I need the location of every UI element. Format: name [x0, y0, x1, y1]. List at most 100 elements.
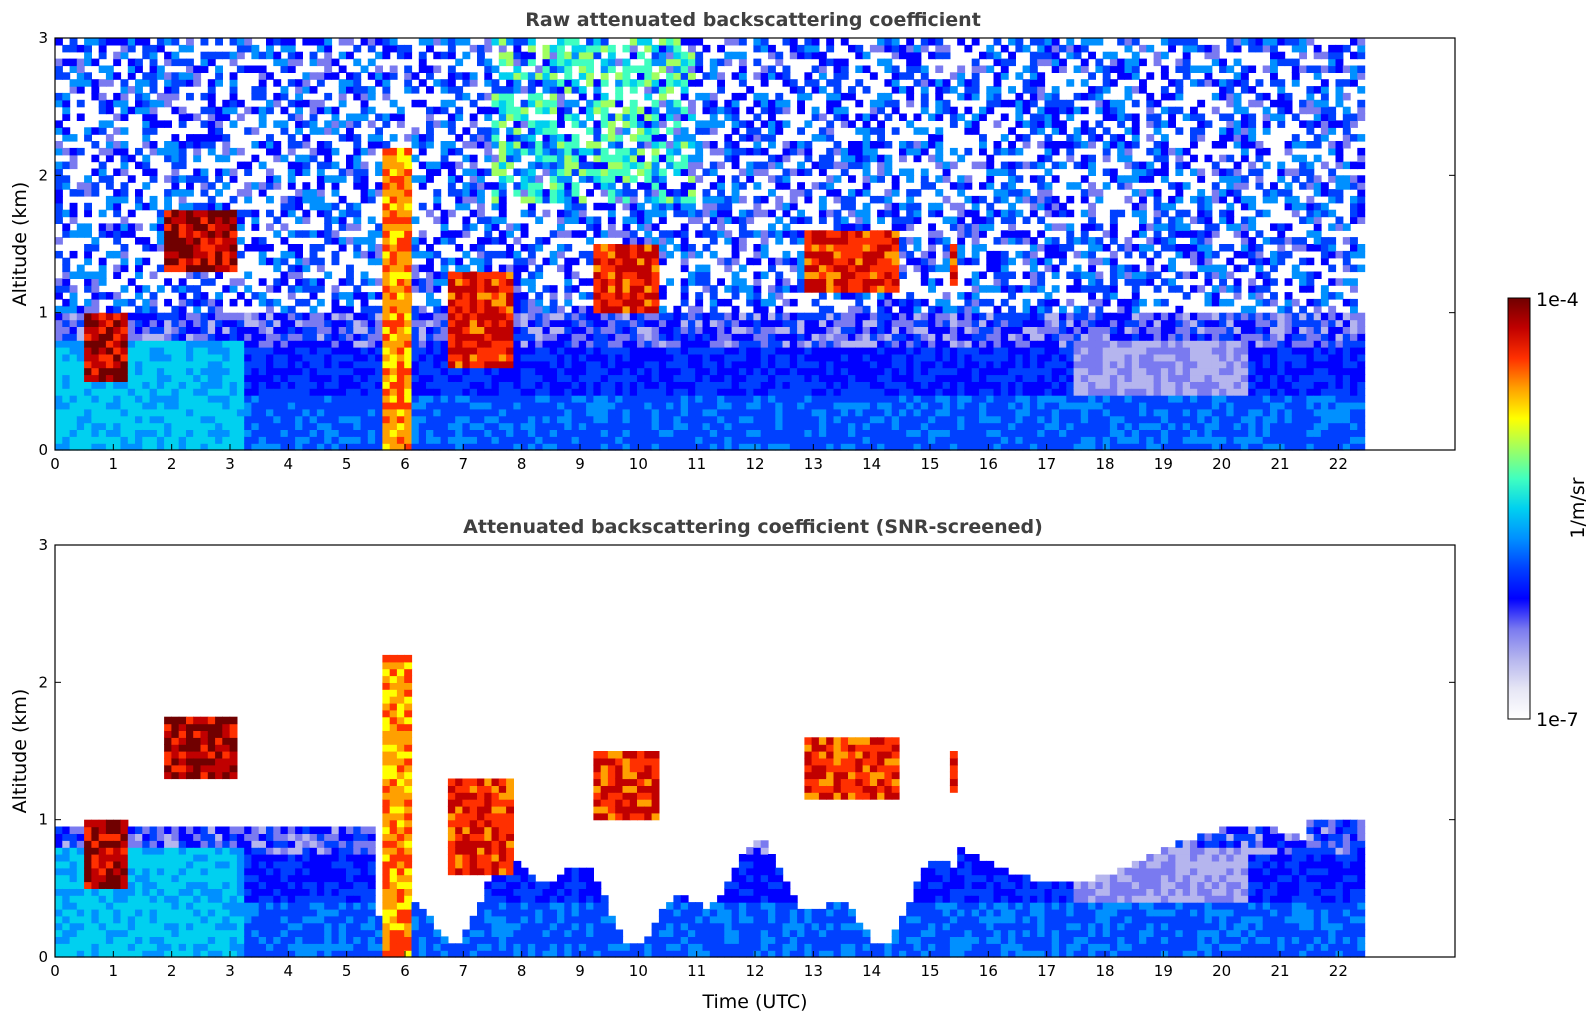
heatmap-cell — [382, 189, 391, 197]
heatmap-cell — [855, 257, 864, 266]
heatmap-cell — [236, 250, 245, 259]
heatmap-cell — [142, 353, 151, 362]
heatmap-cell — [266, 408, 274, 417]
heatmap-cell — [586, 237, 594, 245]
heatmap-cell — [360, 319, 369, 327]
heatmap-cell — [797, 285, 805, 293]
heatmap-cell — [258, 436, 267, 444]
heatmap-cell — [149, 429, 158, 437]
heatmap-cell — [331, 298, 340, 307]
heatmap-cell — [404, 298, 413, 307]
heatmap-cell — [680, 154, 689, 163]
heatmap-cell — [760, 106, 769, 115]
heatmap-cell — [186, 216, 194, 224]
heatmap-cell — [658, 285, 667, 293]
heatmap-cell — [600, 381, 609, 389]
heatmap-cell — [84, 44, 92, 53]
heatmap-cell — [389, 244, 398, 252]
heatmap-cell — [622, 319, 631, 327]
heatmap-cell — [695, 120, 704, 128]
heatmap-cell — [498, 189, 507, 197]
heatmap-cell — [578, 86, 587, 94]
heatmap-cell — [178, 147, 187, 156]
heatmap-cell — [426, 443, 434, 451]
heatmap-cell — [818, 257, 827, 266]
heatmap-cell — [186, 58, 194, 67]
heatmap-cell — [564, 141, 573, 149]
heatmap-cell — [207, 202, 216, 211]
heatmap-cell — [404, 401, 413, 410]
heatmap-cell — [586, 38, 594, 46]
heatmap-cell — [513, 51, 522, 60]
heatmap-cell — [316, 244, 325, 252]
heatmap-cell — [688, 436, 696, 444]
heatmap-cell — [586, 360, 594, 369]
heatmap-cell — [818, 401, 827, 410]
heatmap-cell — [688, 141, 696, 149]
heatmap-cell — [615, 395, 624, 403]
heatmap-cell — [651, 58, 660, 67]
heatmap-cell — [273, 92, 282, 101]
heatmap-cell — [709, 381, 718, 389]
heatmap-cell — [360, 340, 369, 348]
heatmap-cell — [724, 347, 733, 355]
heatmap-cell — [768, 161, 776, 170]
heatmap-cell — [753, 182, 762, 190]
heatmap-cell — [62, 326, 71, 334]
heatmap-cell — [622, 127, 631, 135]
heatmap-cell — [484, 79, 493, 87]
heatmap-cell — [644, 415, 653, 424]
heatmap-cell — [549, 367, 558, 376]
heatmap-cell — [164, 333, 172, 341]
heatmap-cell — [455, 436, 464, 444]
heatmap-cell — [702, 120, 711, 128]
heatmap-cell — [527, 285, 536, 293]
heatmap-cell — [346, 86, 354, 94]
heatmap-cell — [353, 44, 362, 53]
heatmap-cell — [295, 189, 303, 197]
heatmap-cell — [309, 189, 318, 197]
heatmap-cell — [557, 436, 565, 444]
heatmap-cell — [724, 353, 733, 362]
heatmap-cell — [142, 38, 151, 46]
heatmap-cell — [331, 175, 340, 183]
heatmap-cell — [266, 415, 274, 424]
heatmap-cell — [287, 319, 296, 327]
heatmap-cell — [644, 175, 653, 183]
heatmap-cell — [62, 429, 71, 437]
heatmap-cell — [738, 195, 747, 204]
heatmap-cell — [600, 230, 609, 238]
heatmap-cell — [404, 353, 413, 362]
heatmap-cell — [542, 51, 551, 60]
heatmap-cell — [396, 147, 405, 156]
heatmap-cell — [571, 374, 580, 382]
heatmap-cell — [622, 113, 631, 121]
heatmap-cell — [578, 292, 587, 300]
heatmap-cell — [615, 175, 624, 183]
heatmap-cell — [848, 381, 856, 389]
heatmap-cell — [833, 65, 842, 73]
heatmap-cell — [644, 209, 653, 218]
heatmap-cell — [455, 333, 464, 341]
heatmap-cell — [105, 99, 114, 108]
heatmap-cell — [309, 202, 318, 211]
heatmap-cell — [564, 388, 573, 396]
heatmap-cell — [731, 333, 740, 341]
heatmap-cell — [469, 292, 478, 300]
heatmap-cell — [797, 99, 805, 108]
heatmap-cell — [491, 106, 500, 115]
heatmap-cell — [760, 134, 769, 142]
heatmap-cell — [818, 271, 827, 279]
heatmap-cell — [557, 189, 565, 197]
heatmap-cell — [513, 86, 522, 94]
heatmap-cell — [418, 367, 427, 376]
heatmap-cell — [91, 408, 100, 417]
heatmap-cell — [673, 58, 682, 67]
heatmap-cell — [520, 298, 529, 307]
heatmap-cell — [382, 250, 391, 259]
heatmap-cell — [826, 154, 835, 163]
heatmap-cell — [571, 353, 580, 362]
heatmap-cell — [69, 298, 78, 307]
heatmap-cell — [840, 333, 849, 341]
heatmap-cell — [156, 340, 165, 348]
